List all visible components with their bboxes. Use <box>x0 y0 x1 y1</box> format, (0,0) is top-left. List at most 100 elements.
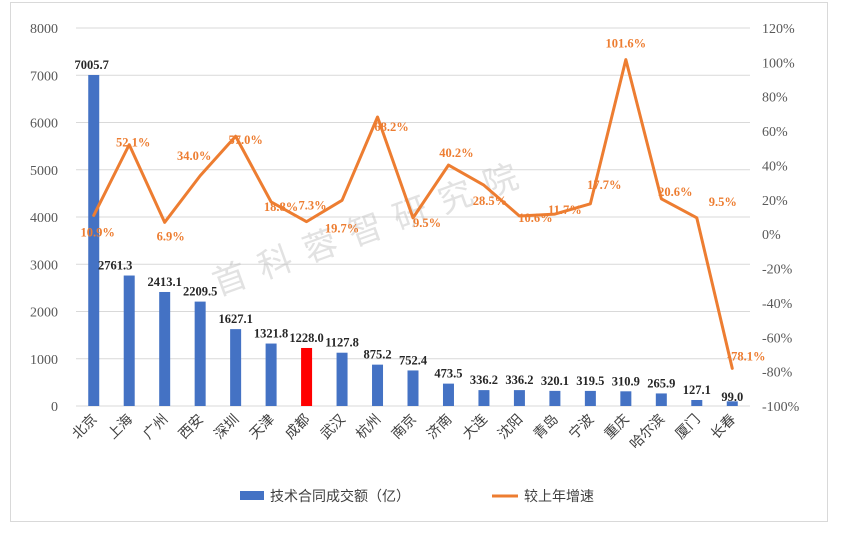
bar-value-label: 752.4 <box>399 353 428 367</box>
bar-value-label: 1321.8 <box>254 327 288 341</box>
category-label: 青岛 <box>531 412 562 443</box>
bar-value-label: 1627.1 <box>218 312 252 326</box>
bar-value-label: 336.2 <box>505 373 533 387</box>
bar-value-label: 7005.7 <box>75 58 109 72</box>
left-axis-tick-label: 8000 <box>30 22 58 37</box>
bar <box>549 390 561 406</box>
category-label: 重庆 <box>602 412 633 443</box>
growth-value-label: 28.5% <box>473 194 507 208</box>
category-label: 成都 <box>282 412 313 443</box>
bar-value-label: 265.9 <box>647 376 675 390</box>
growth-value-label: 40.2% <box>439 146 473 160</box>
category-label: 大连 <box>460 412 491 443</box>
bar <box>442 383 454 406</box>
bar <box>620 391 632 406</box>
bar <box>584 390 596 406</box>
category-label: 西安 <box>176 412 207 443</box>
bar <box>336 352 348 406</box>
growth-value-label: 7.3% <box>299 199 327 213</box>
legend-bar-swatch <box>240 491 264 500</box>
growth-value-label: 57.0% <box>228 133 262 147</box>
bar <box>230 329 242 406</box>
bar <box>655 393 667 406</box>
left-axis-tick-label: 2000 <box>30 306 58 321</box>
category-label: 厦门 <box>673 412 704 443</box>
bar <box>265 343 277 406</box>
bar <box>691 399 703 406</box>
right-axis-tick-label: 80% <box>762 91 788 106</box>
bar <box>159 291 171 406</box>
right-axis-tick-label: 100% <box>762 56 795 71</box>
growth-value-label: 68.2% <box>374 120 408 134</box>
bar <box>123 275 135 406</box>
left-axis-tick-label: 4000 <box>30 211 58 226</box>
bar-value-label: 99.0 <box>721 390 743 404</box>
bar <box>194 301 206 406</box>
left-axis-tick-label: 5000 <box>30 164 58 179</box>
category-label: 杭州 <box>353 412 384 443</box>
left-axis-tick-label: 1000 <box>30 353 58 368</box>
left-axis-tick-label: 0 <box>51 400 58 415</box>
bar-value-label: 320.1 <box>541 374 569 388</box>
bar-value-label: 310.9 <box>612 374 640 388</box>
growth-value-label: 10.9% <box>81 225 115 239</box>
bar <box>301 347 313 406</box>
left-axis-tick-label: 3000 <box>30 258 58 273</box>
category-label: 北京 <box>69 412 100 443</box>
bar-value-label: 1127.8 <box>325 336 359 350</box>
growth-value-label: 9.5% <box>413 216 441 230</box>
bar-value-label: 875.2 <box>363 348 391 362</box>
category-label: 武汉 <box>318 412 349 443</box>
category-label: 宁波 <box>565 411 597 443</box>
growth-value-label: 6.9% <box>157 229 185 243</box>
bar <box>372 364 384 406</box>
right-axis-tick-label: 120% <box>762 22 795 37</box>
bar-value-label: 2413.1 <box>147 275 181 289</box>
right-axis-tick-label: -100% <box>762 400 800 415</box>
category-label: 天津 <box>247 412 278 443</box>
bar <box>513 390 525 406</box>
legend-bar-label: 技术合同成交额（亿） <box>270 488 410 505</box>
growth-value-label: -78.1% <box>727 349 766 363</box>
bar-value-label: 1228.0 <box>289 331 323 345</box>
category-label: 长春 <box>708 412 739 443</box>
growth-value-label: 17.7% <box>587 178 621 192</box>
category-label: 济南 <box>424 412 455 443</box>
growth-value-label: 52.1% <box>116 136 150 150</box>
category-label: 哈尔滨 <box>627 412 668 453</box>
right-axis-tick-label: -80% <box>762 366 793 381</box>
growth-value-label: 11.7% <box>548 203 582 217</box>
right-axis-tick-label: 20% <box>762 194 788 209</box>
growth-value-label: 10.6% <box>518 211 552 225</box>
right-axis-tick-label: 0% <box>762 228 781 243</box>
growth-value-label: 20.6% <box>658 185 692 199</box>
category-label: 南京 <box>389 412 420 443</box>
category-label: 广州 <box>140 412 171 443</box>
bar-value-label: 336.2 <box>470 373 498 387</box>
category-label: 沈阳 <box>495 412 526 443</box>
bar-value-label: 127.1 <box>683 383 711 397</box>
right-axis-tick-label: 40% <box>762 159 788 174</box>
bar <box>478 390 490 406</box>
bar <box>407 370 419 406</box>
right-axis-tick-label: -20% <box>762 263 793 278</box>
chart-frame <box>10 2 828 522</box>
growth-value-label: 18.8% <box>264 200 298 214</box>
growth-value-label: 19.7% <box>325 221 359 235</box>
bar <box>726 401 738 406</box>
bar-value-label: 319.5 <box>576 374 604 388</box>
legend-line-label: 较上年增速 <box>524 489 594 505</box>
bar <box>88 74 100 406</box>
growth-value-label: 101.6% <box>606 37 647 51</box>
growth-value-label: 9.5% <box>709 195 737 209</box>
growth-line <box>92 58 734 370</box>
category-label: 深圳 <box>211 412 242 443</box>
right-axis-tick-label: -40% <box>762 297 793 312</box>
left-axis-tick-label: 6000 <box>30 117 58 132</box>
growth-value-label: 34.0% <box>177 149 211 163</box>
left-axis-tick-label: 7000 <box>30 69 58 84</box>
bar-value-label: 2761.3 <box>98 259 132 273</box>
right-axis-tick-label: -60% <box>762 331 793 346</box>
bar-value-label: 473.5 <box>434 367 462 381</box>
